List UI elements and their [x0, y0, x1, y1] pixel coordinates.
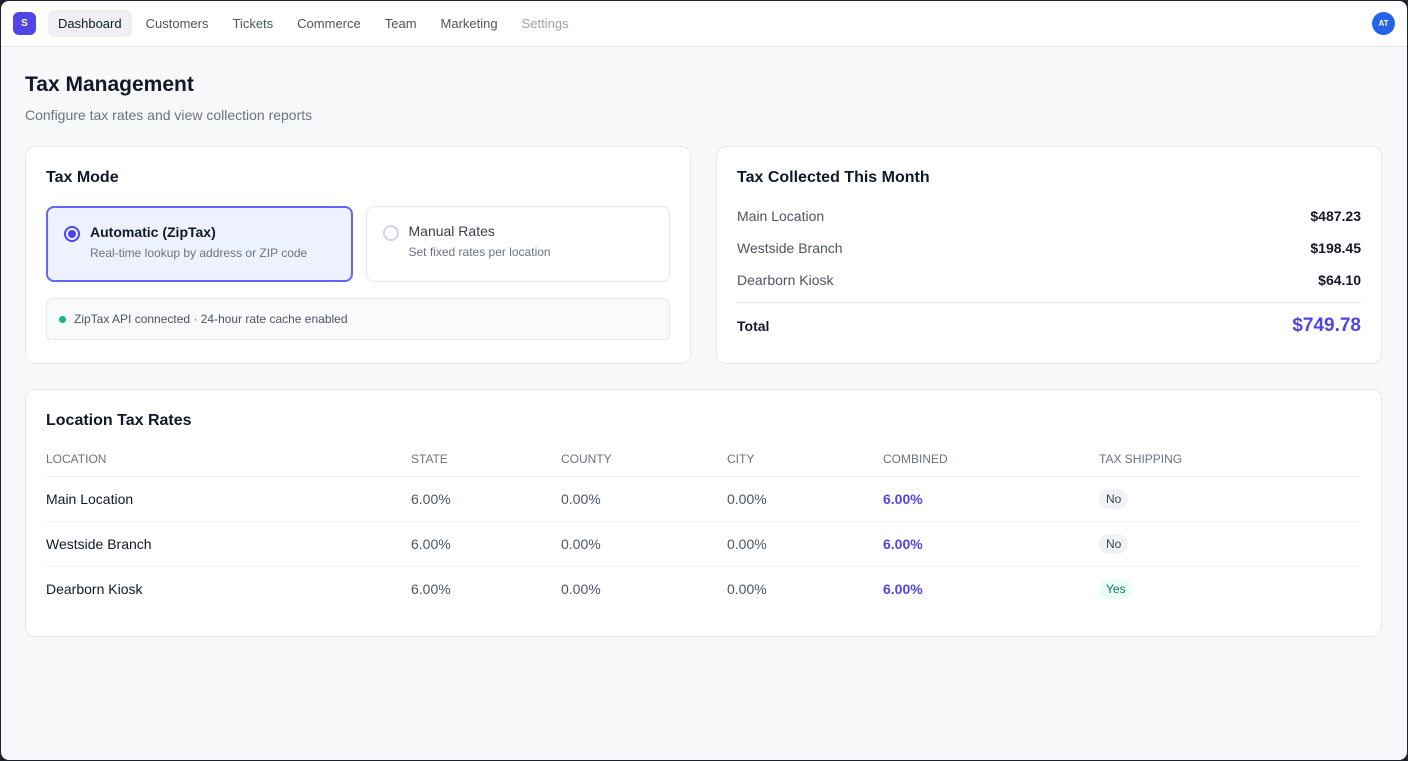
cell-combined: 6.00% [883, 521, 1099, 567]
cell-city: 0.00% [727, 581, 767, 598]
mode-option-label: Manual Rates [408, 223, 495, 239]
collected-amount: $487.23 [1310, 208, 1361, 224]
nav-commerce[interactable]: Commerce [297, 16, 361, 31]
tax-mode-title: Tax Mode [46, 169, 119, 186]
col-header-tax-shipping: Tax Shipping [1099, 452, 1361, 477]
cell-state: 6.00% [411, 476, 561, 522]
collected-row: Dearborn Kiosk $64.10 [737, 264, 1361, 296]
col-header-location: Location [46, 452, 411, 477]
user-avatar[interactable]: AT [1372, 12, 1395, 35]
location-rates-title: Location Tax Rates [46, 412, 192, 429]
cell-state: 6.00% [411, 581, 451, 598]
shipping-badge: No [1099, 534, 1129, 554]
tax-mode-card: Tax Mode Automatic (ZipTax) Real-time lo… [25, 146, 691, 364]
mode-option-label: Automatic (ZipTax) [90, 224, 216, 240]
cell-tax-shipping: No [1099, 521, 1361, 567]
cell-city: 0.00% [727, 521, 883, 567]
shipping-badge: No [1099, 489, 1129, 509]
api-status-banner: ZipTax API connected · 24-hour rate cach… [46, 298, 670, 340]
col-header-state: State [411, 452, 561, 477]
top-navigation: S Dashboard Customers Tickets Commerce T… [1, 1, 1407, 47]
nav-team[interactable]: Team [384, 16, 417, 31]
cell-location: Dearborn Kiosk [46, 581, 143, 598]
collected-amount: $64.10 [1318, 272, 1361, 288]
radio-selected-icon[interactable] [64, 226, 80, 242]
mode-option-automatic[interactable]: Automatic (ZipTax) Real-time lookup by a… [46, 206, 353, 282]
table-row[interactable]: Main Location 6.00% 0.00% 0.00% 6.00% No [46, 476, 1361, 522]
tax-collected-card: Tax Collected This Month Main Location $… [716, 146, 1382, 364]
cell-county: 0.00% [561, 581, 601, 598]
app-logo[interactable]: S [13, 12, 36, 35]
cell-state: 6.00% [411, 521, 561, 567]
nav-customers[interactable]: Customers [145, 16, 209, 31]
cell-city: 0.00% [727, 476, 883, 522]
tax-collected-title: Tax Collected This Month [737, 169, 930, 186]
collected-location: Main Location [737, 208, 825, 224]
cell-location: Main Location [46, 476, 411, 522]
main-content: Tax Management Configure tax rates and v… [1, 47, 1407, 663]
collected-row: Main Location $487.23 [737, 200, 1361, 232]
page-title: Tax Management [25, 73, 194, 96]
table-row[interactable]: Dearborn Kiosk 6.00% 0.00% 0.00% 6.00% Y… [46, 567, 1361, 612]
total-amount: $749.78 [1292, 315, 1361, 336]
mode-option-manual[interactable]: Manual Rates Set fixed rates per locatio… [365, 206, 670, 282]
collected-location: Dearborn Kiosk [737, 272, 834, 288]
total-label: Total [737, 318, 770, 334]
tax-mode-options: Automatic (ZipTax) Real-time lookup by a… [46, 206, 670, 282]
collected-location: Westside Branch [737, 240, 843, 256]
mode-option-description: Set fixed rates per location [408, 245, 551, 259]
api-status-text: ZipTax API connected · 24-hour rate cach… [74, 312, 348, 326]
nav-marketing[interactable]: Marketing [440, 16, 498, 31]
cell-tax-shipping: No [1099, 476, 1361, 522]
collected-amount: $198.45 [1310, 240, 1361, 256]
cell-county: 0.00% [561, 521, 727, 567]
location-rates-card: Location Tax Rates Location State County… [25, 389, 1382, 637]
shipping-badge: Yes [1099, 579, 1133, 600]
rates-table: Location State County City Combined Tax … [46, 452, 1361, 612]
nav-tickets[interactable]: Tickets [232, 16, 274, 31]
collected-total-row: Total $749.78 [737, 302, 1361, 337]
nav-settings[interactable]: Settings [521, 16, 569, 31]
status-dot-icon [59, 315, 66, 323]
table-row[interactable]: Westside Branch 6.00% 0.00% 0.00% 6.00% … [46, 521, 1361, 567]
table-header-row: Location State County City Combined Tax … [46, 452, 1361, 477]
mode-option-description: Real-time lookup by address or ZIP code [90, 246, 308, 260]
cell-combined: 6.00% [883, 581, 923, 598]
radio-unselected-icon[interactable] [382, 225, 399, 241]
page-subtitle: Configure tax rates and view collection … [25, 107, 313, 123]
cell-tax-shipping: Yes [1099, 567, 1361, 612]
cell-county: 0.00% [561, 476, 727, 522]
col-header-city: City [727, 452, 883, 477]
nav-dashboard[interactable]: Dashboard [48, 10, 132, 37]
cell-combined: 6.00% [883, 476, 1099, 522]
collected-row: Westside Branch $198.45 [737, 232, 1361, 264]
cell-location: Westside Branch [46, 521, 411, 567]
col-header-county: County [561, 452, 727, 477]
col-header-combined: Combined [883, 452, 1099, 477]
